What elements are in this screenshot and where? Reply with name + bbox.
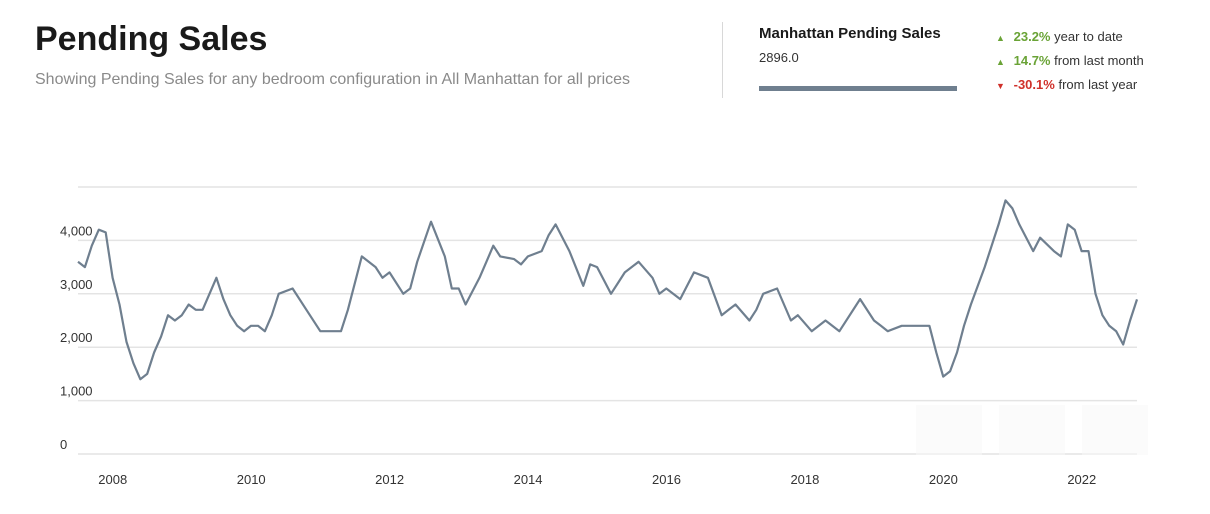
x-tick-label: 2022 xyxy=(1067,472,1096,487)
stat-label: from last month xyxy=(1054,53,1144,68)
legend-color-swatch xyxy=(759,86,957,91)
arrow-up-icon: ▲ xyxy=(996,33,1005,43)
stat-last-month: ▲ 14.7% from last month xyxy=(996,52,1144,76)
change-stats: ▲ 23.2% year to date ▲ 14.7% from last m… xyxy=(996,28,1144,100)
stat-year-to-date: ▲ 23.2% year to date xyxy=(996,28,1144,52)
y-tick-label: 3,000 xyxy=(60,277,93,292)
stat-value: -30.1% xyxy=(1013,77,1055,92)
header-divider xyxy=(722,22,723,98)
arrow-down-icon: ▼ xyxy=(996,81,1005,91)
y-tick-label: 0 xyxy=(60,437,67,452)
legend-series-name: Manhattan Pending Sales xyxy=(759,25,941,42)
x-tick-label: 2012 xyxy=(375,472,404,487)
page-title: Pending Sales xyxy=(35,20,268,58)
share-icon[interactable] xyxy=(999,405,1065,455)
series-line xyxy=(77,199,1139,381)
x-tick-label: 2018 xyxy=(790,472,819,487)
stat-value: 23.2% xyxy=(1013,29,1051,44)
x-tick-label: 2010 xyxy=(237,472,266,487)
arrow-up-icon: ▲ xyxy=(996,57,1005,67)
download-icon[interactable] xyxy=(916,405,982,455)
embed-icon[interactable] xyxy=(1082,405,1148,455)
stat-value: 14.7% xyxy=(1013,53,1051,68)
legend-current-value: 2896.0 xyxy=(759,50,799,65)
stat-last-year: ▼ -30.1% from last year xyxy=(996,76,1144,100)
x-tick-label: 2014 xyxy=(514,472,543,487)
stat-label: from last year xyxy=(1058,77,1138,92)
x-tick-label: 2008 xyxy=(98,472,127,487)
x-tick-label: 2020 xyxy=(929,472,958,487)
stat-label: year to date xyxy=(1054,29,1123,44)
x-tick-label: 2016 xyxy=(652,472,681,487)
y-tick-label: 2,000 xyxy=(60,330,93,345)
page-subtitle: Showing Pending Sales for any bedroom co… xyxy=(35,71,631,88)
y-tick-label: 4,000 xyxy=(60,223,93,238)
y-tick-label: 1,000 xyxy=(60,384,93,399)
